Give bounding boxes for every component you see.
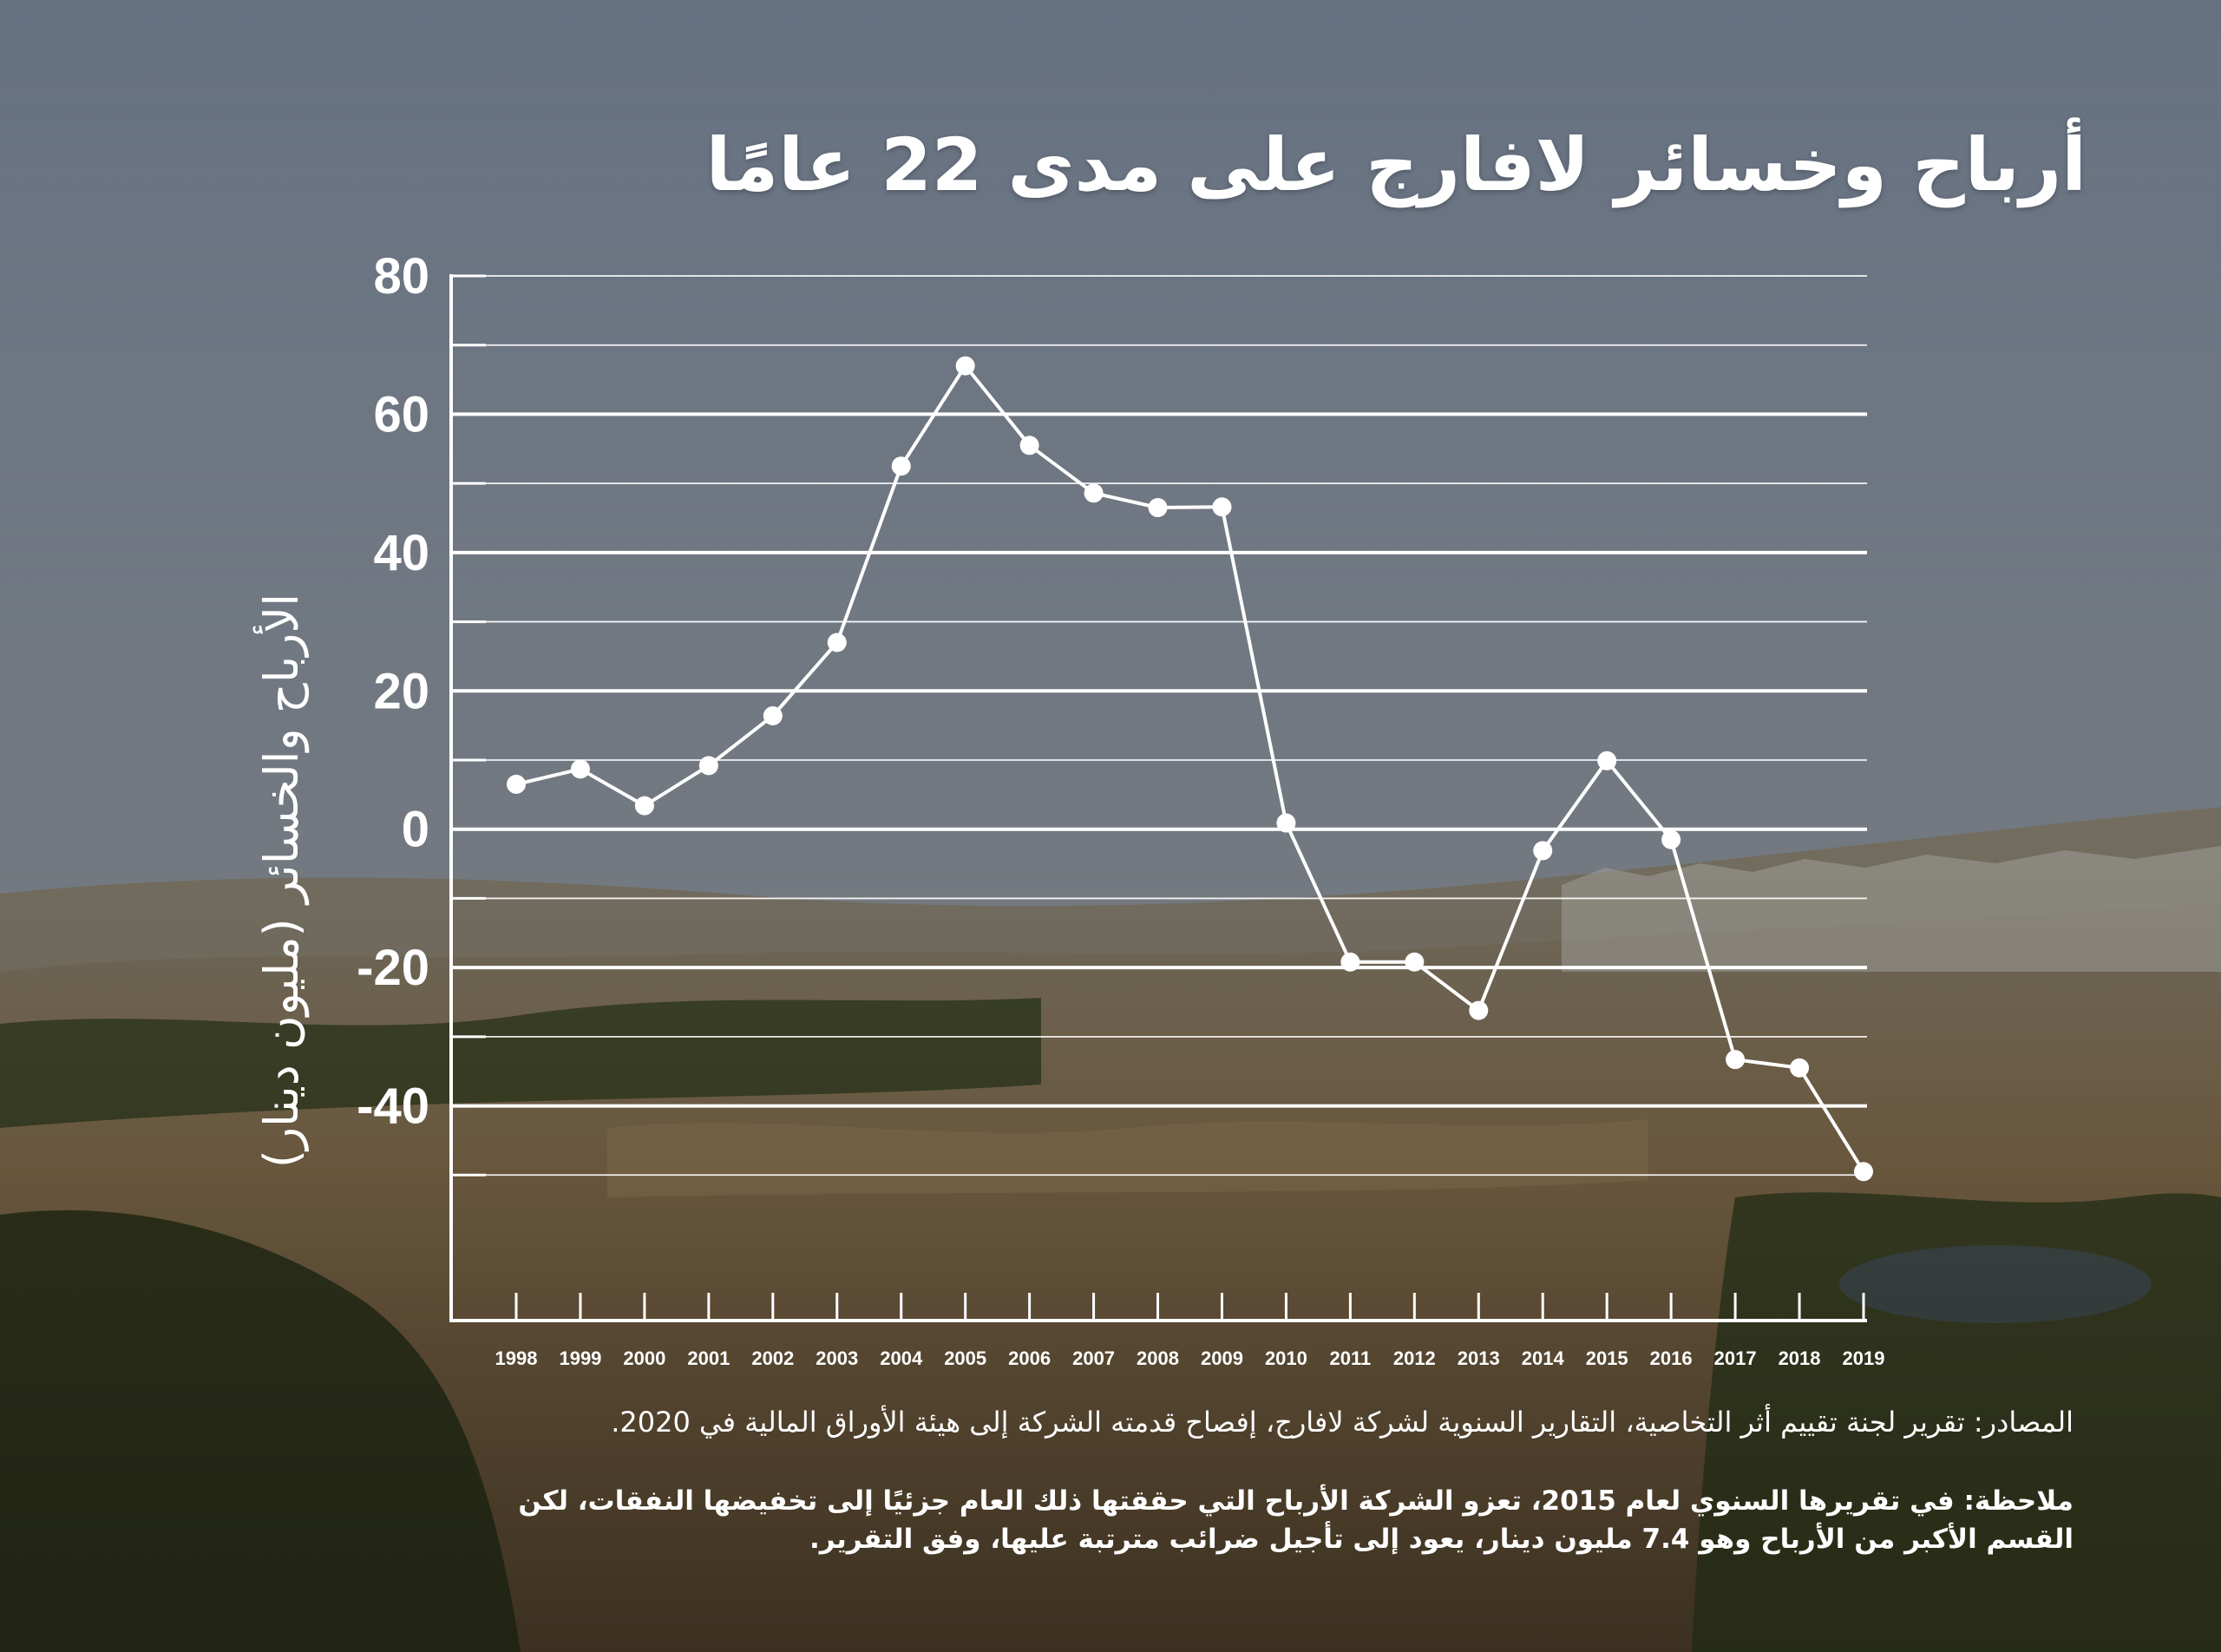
data-point — [1084, 483, 1104, 503]
data-point — [698, 756, 718, 776]
x-tick-label: 2003 — [816, 1347, 858, 1369]
y-axis-title: الأرباح والخسائر (مليون دينار) — [254, 593, 309, 1169]
y-tick-labels: 80 60 40 20 0 -20 -40 — [357, 248, 429, 1135]
x-tick-label: 2015 — [1586, 1347, 1628, 1369]
y-tick-label: 60 — [373, 386, 429, 442]
chart-title: أرباح وخسائر لافارج على مدى 22 عامًا — [705, 122, 2087, 207]
x-tick-labels: 1998 1999 2000 2001 2002 2003 2004 2005 2006 2007… — [495, 1347, 1885, 1369]
x-tick-label: 2001 — [687, 1347, 730, 1369]
gridlines — [451, 275, 1867, 1177]
data-point — [1276, 813, 1296, 833]
data-point — [1405, 952, 1425, 972]
x-tick-label: 2017 — [1714, 1347, 1757, 1369]
x-tick-label: 1999 — [559, 1347, 601, 1369]
data-point — [634, 796, 654, 816]
data-point — [1212, 497, 1232, 517]
y-tick-label: -20 — [357, 940, 429, 996]
y-tick-label: 80 — [373, 248, 429, 305]
data-point — [1340, 952, 1360, 972]
data-point — [1148, 498, 1168, 518]
x-tick-label: 2011 — [1330, 1347, 1372, 1369]
data-point — [1533, 841, 1553, 861]
data-point — [570, 759, 590, 779]
x-tick-label: 2007 — [1072, 1347, 1115, 1369]
data-series — [507, 356, 1873, 1182]
axes — [449, 274, 1867, 1322]
data-point — [1790, 1058, 1810, 1078]
y-tick-label: -40 — [357, 1078, 429, 1135]
x-tick-label: 2008 — [1137, 1347, 1179, 1369]
data-point — [1597, 751, 1617, 770]
data-point — [1019, 436, 1039, 456]
data-point — [763, 705, 783, 725]
x-tick-label: 2000 — [623, 1347, 665, 1369]
data-point — [507, 774, 526, 794]
x-tick-label: 1998 — [495, 1347, 538, 1369]
x-tick-label: 2004 — [880, 1347, 923, 1369]
data-point — [1854, 1162, 1873, 1182]
y-tick-label: 40 — [373, 525, 429, 581]
footnote: ملاحظة: في تقريرها السنوي لعام 2015، تعز… — [518, 1485, 2074, 1555]
data-point — [1726, 1050, 1746, 1070]
series-line — [514, 364, 1865, 1174]
x-tick-label: 2010 — [1265, 1347, 1307, 1369]
x-tick-label: 2016 — [1650, 1347, 1693, 1369]
x-tick-label: 2018 — [1779, 1347, 1821, 1369]
x-tick-label: 2006 — [1008, 1347, 1051, 1369]
source-note: المصادر: تقرير لجنة تقييم أثر التخاصية، … — [611, 1406, 2074, 1439]
data-point — [1661, 829, 1681, 849]
data-point — [1469, 1000, 1489, 1020]
y-tick-label: 0 — [402, 802, 429, 858]
x-tick-label: 2014 — [1522, 1347, 1565, 1369]
x-tick-label: 2012 — [1393, 1347, 1436, 1369]
y-tick-label: 20 — [373, 663, 429, 719]
x-tick-label: 2005 — [944, 1347, 986, 1369]
data-point — [955, 356, 975, 376]
x-tick-label: 2002 — [751, 1347, 794, 1369]
x-tick-label: 2013 — [1458, 1347, 1500, 1369]
data-point — [891, 456, 911, 476]
data-point — [827, 633, 847, 652]
x-tick-label: 2009 — [1201, 1347, 1243, 1369]
x-tick-label: 2019 — [1843, 1347, 1885, 1369]
